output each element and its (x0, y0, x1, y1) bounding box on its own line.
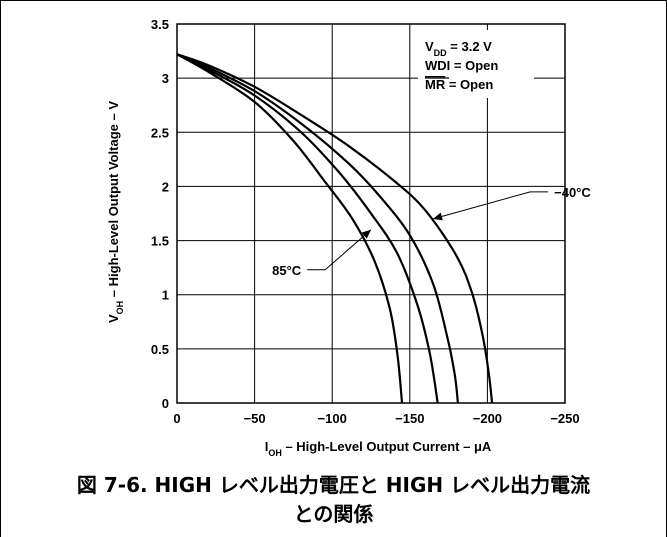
condition-mr: MR = Open (425, 77, 493, 92)
conditions-box-background (418, 30, 534, 98)
figure-caption-line-1: 図 7-6. HIGH レベル出力電圧と HIGH レベル出力電流 (76, 473, 591, 497)
x-tick-label-4: −200 (473, 411, 502, 426)
series-line-3 (176, 53, 404, 404)
series-annotation-label-0: −40°C (554, 185, 591, 200)
series-line-2 (176, 53, 439, 404)
series-line-1 (176, 53, 459, 404)
y-tick-label-3: 1.5 (151, 234, 169, 249)
series-annotation-arrowhead-0 (433, 212, 443, 221)
plot-border (176, 23, 566, 404)
y-tick-label-2: 1 (162, 288, 169, 303)
y-tick-label-1: 0.5 (151, 342, 169, 357)
condition-vdd: VDD = 3.2 V (425, 39, 492, 58)
x-tick-label-3: −150 (395, 411, 424, 426)
series-annotation-leader-1 (307, 229, 372, 271)
y-tick-label-7: 3.5 (151, 17, 169, 32)
x-axis-title: IOH – High-Level Output Current – μA (265, 439, 492, 458)
condition-wdi: WDI = Open (425, 58, 498, 73)
y-tick-label-4: 2 (162, 179, 169, 194)
plot-area: 0 −50 −100 −150 −200 −250 0 0.5 1 1.5 2 2.5 3 3.5 −40°… (151, 17, 591, 426)
series-annotation-leader-0 (432, 191, 549, 220)
y-tick-label-5: 2.5 (151, 125, 169, 140)
x-tick-label-5: −250 (550, 411, 579, 426)
x-tick-label-0: 0 (173, 411, 180, 426)
series-annotation-label-1: 85°C (272, 263, 302, 278)
y-tick-label-0: 0 (162, 396, 169, 411)
series-annotation-arrowhead-1 (361, 229, 371, 239)
y-axis-title: VOH – High-Level Output Voltage – V (106, 101, 125, 323)
conditions-box: VDD = 3.2 V WDI = Open MR = Open (418, 30, 534, 98)
y-tick-label-6: 3 (162, 71, 169, 86)
series-line-0 (176, 53, 494, 404)
x-tick-label-1: −50 (244, 411, 266, 426)
figure-caption-line-2: との関係 (293, 502, 374, 526)
x-tick-label-2: −100 (318, 411, 347, 426)
